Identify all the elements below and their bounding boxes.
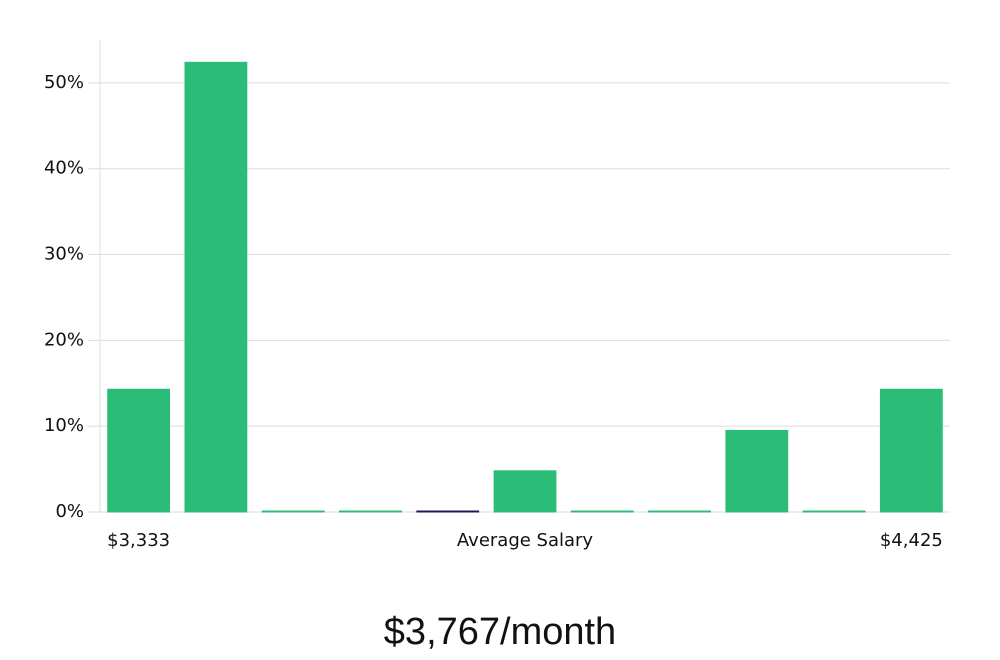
bar bbox=[339, 510, 402, 513]
bar bbox=[493, 470, 557, 513]
bar bbox=[184, 61, 248, 513]
bar bbox=[570, 510, 634, 513]
y-tick-label: 30% bbox=[44, 244, 84, 265]
x-axis-label: Average Salary bbox=[457, 530, 594, 551]
bar bbox=[648, 510, 711, 513]
bar bbox=[725, 429, 789, 513]
x-tick-label: $4,425 bbox=[880, 530, 943, 551]
x-tick-label: $3,333 bbox=[107, 530, 170, 551]
bar bbox=[802, 510, 866, 513]
bar bbox=[107, 388, 171, 513]
y-tick-label: 40% bbox=[44, 158, 84, 179]
bar bbox=[416, 510, 480, 513]
bar bbox=[261, 510, 325, 513]
y-tick-label: 0% bbox=[55, 501, 84, 522]
y-tick-label: 10% bbox=[44, 415, 84, 436]
bar bbox=[879, 388, 943, 513]
y-tick-label: 20% bbox=[44, 329, 84, 350]
footer-salary: $3,767/month bbox=[384, 611, 616, 653]
y-tick-label: 50% bbox=[44, 72, 84, 93]
